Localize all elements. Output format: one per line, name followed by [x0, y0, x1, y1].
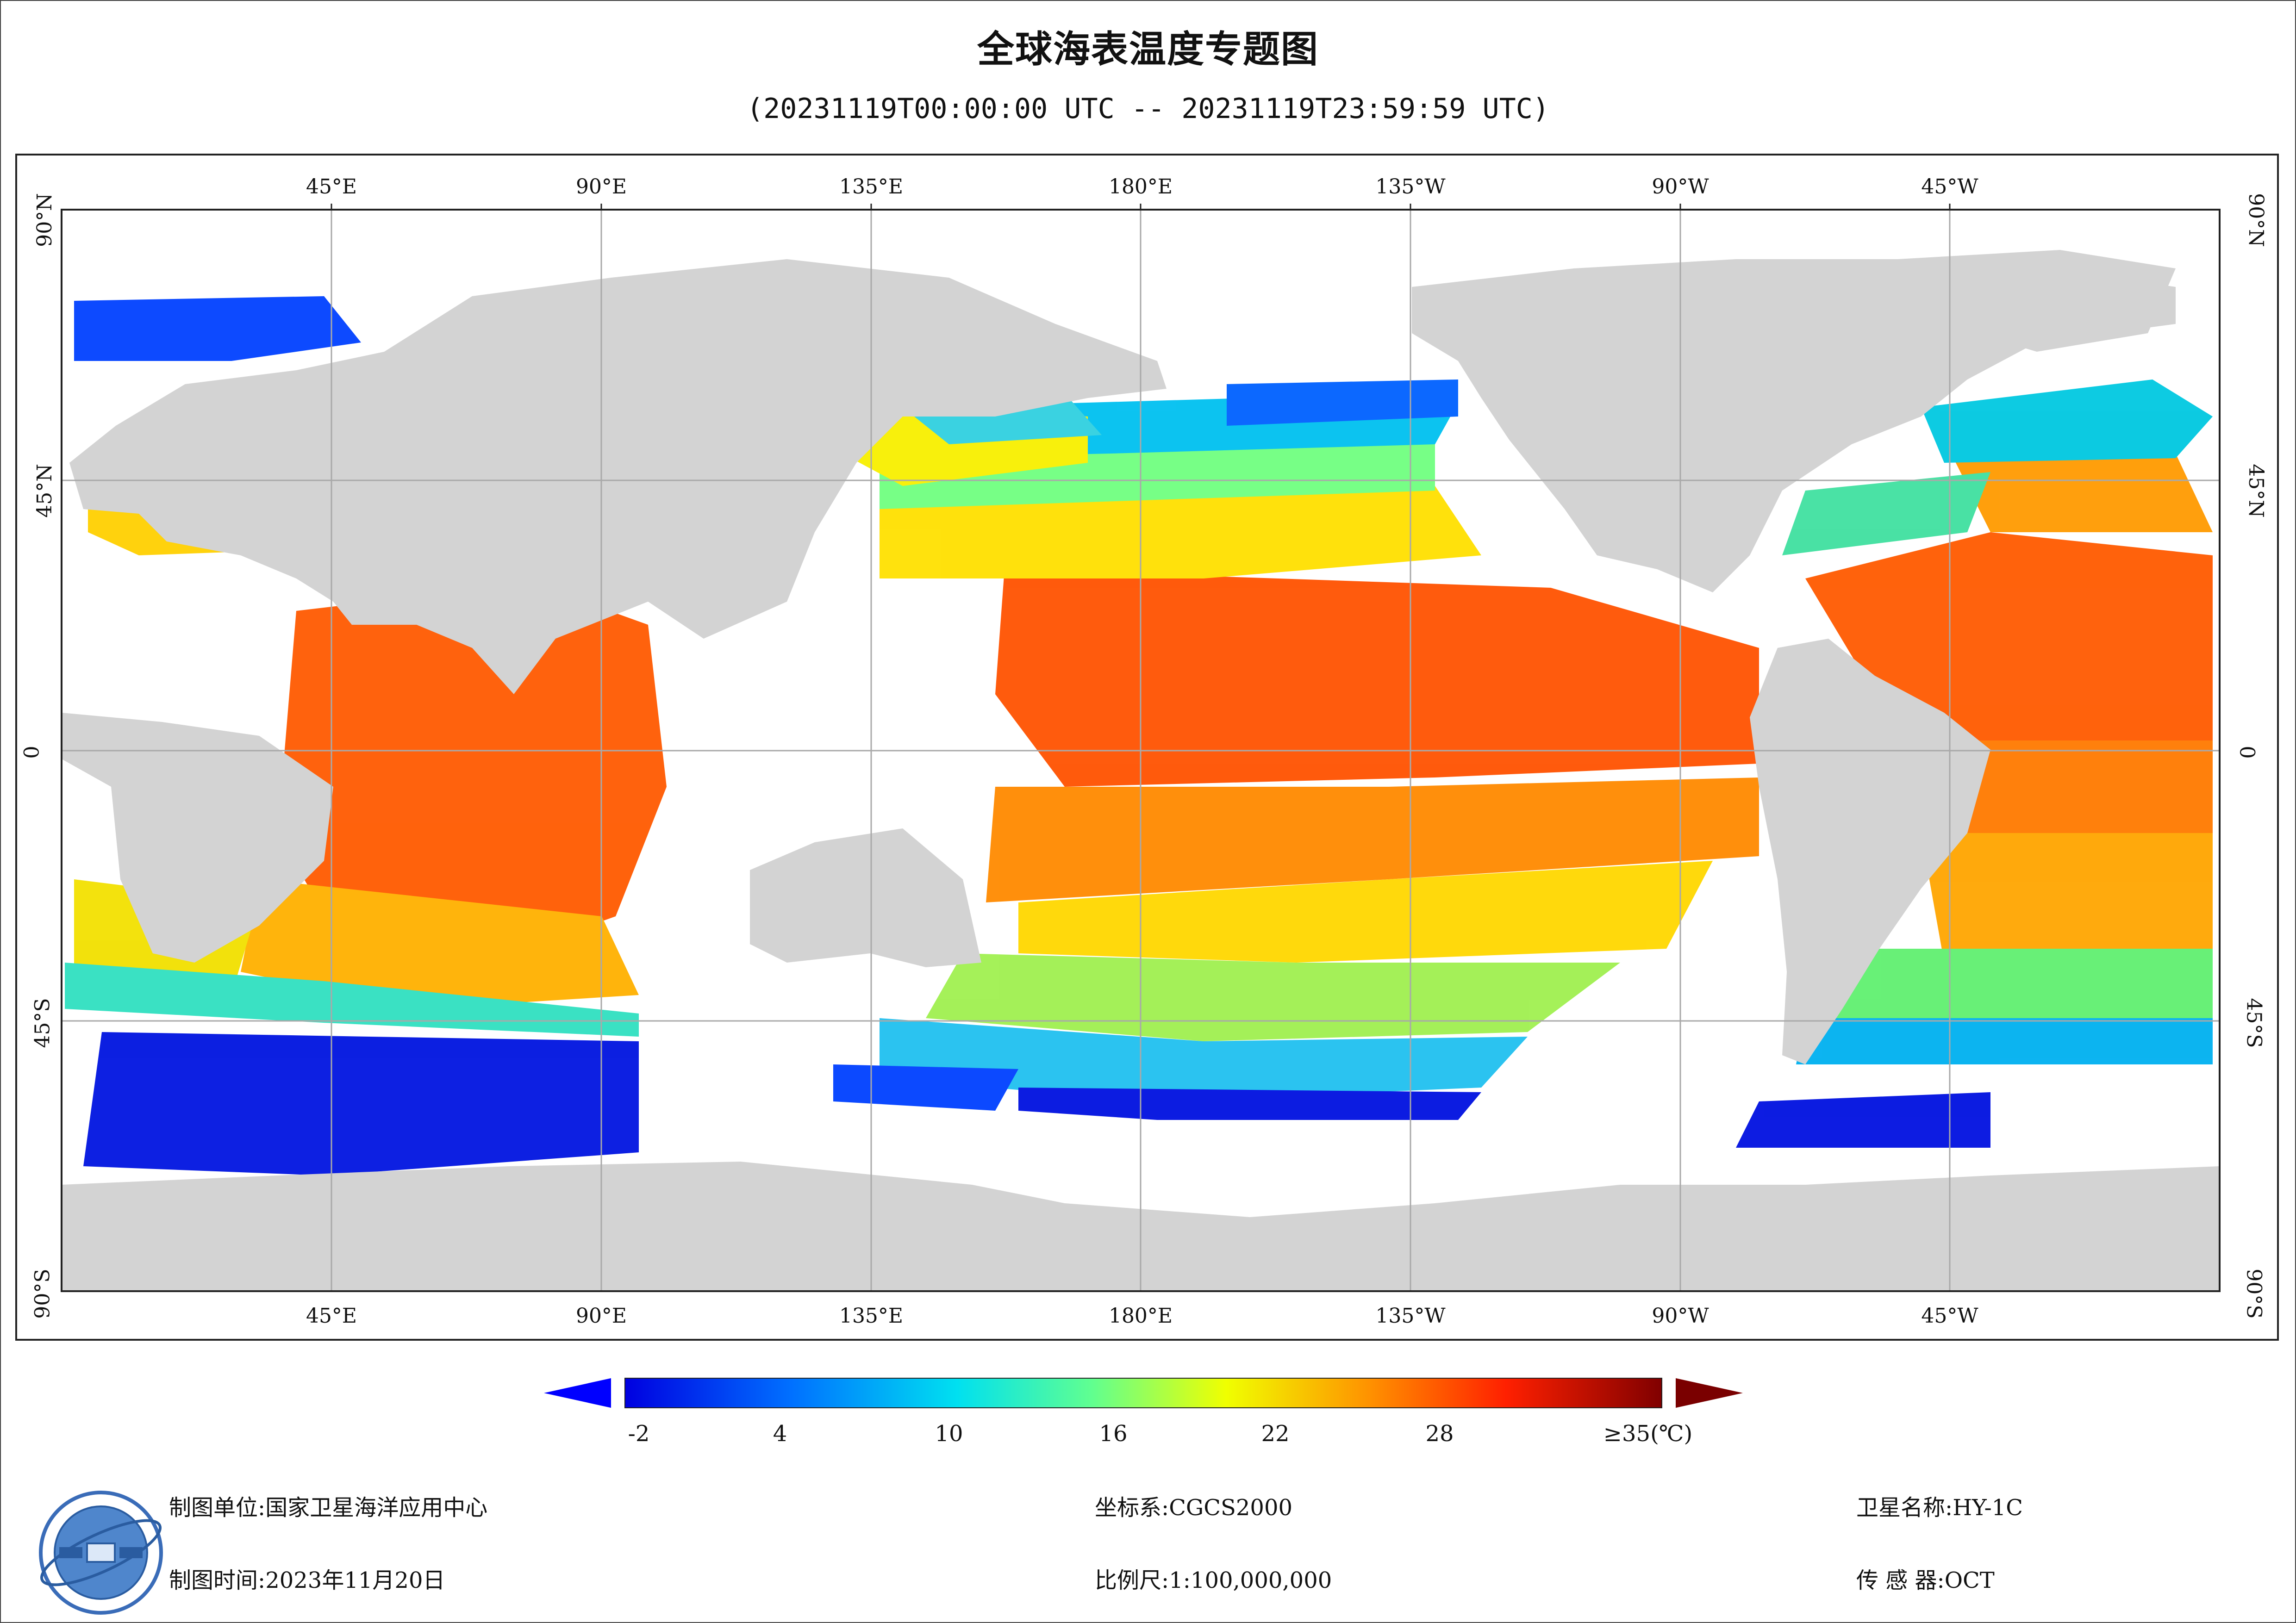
lon-label-top: 45°E [306, 175, 357, 199]
lon-label-bottom: 135°E [839, 1304, 904, 1328]
sensor-label: 传 感 器: [1856, 1567, 1945, 1593]
colorbar-tick-label: ≥35(℃) [1603, 1421, 1693, 1447]
lat-label-right: 0 [2235, 746, 2259, 759]
colorbar-high-arrow [1676, 1378, 1743, 1408]
production-time-info: 制图时间:2023年11月20日 [169, 1562, 445, 1594]
north-america-land [1412, 259, 2176, 592]
lon-label-top: 135°E [839, 175, 904, 199]
eurasia-land [69, 259, 1167, 694]
lon-label-bottom: 45°E [306, 1304, 357, 1328]
satellite-label: 卫星名称: [1856, 1495, 1953, 1521]
lon-label-bottom: 180°E [1108, 1304, 1173, 1328]
lon-label-top: 90°E [575, 175, 627, 199]
greenland-land [1898, 250, 2176, 352]
lon-label-bottom: 45°W [1921, 1304, 1978, 1328]
lon-label-bottom: 135°W [1375, 1304, 1446, 1328]
producer-label: 制图单位: [169, 1495, 266, 1521]
scale-value: 1:100,000,000 [1169, 1567, 1332, 1593]
lon-label-bottom: 90°E [575, 1304, 627, 1328]
satellite-info: 卫星名称:HY-1C [1856, 1489, 2023, 1522]
sensor-value: OCT [1944, 1567, 1995, 1593]
map-title: 全球海表温度专题图 [977, 28, 1319, 71]
crs-value: CGCS2000 [1169, 1495, 1293, 1521]
australia-land [750, 828, 981, 967]
lat-label-right: 90°S [2242, 1269, 2266, 1319]
producer-value: 国家卫星海洋应用中心 [265, 1495, 488, 1521]
producer-info: 制图单位:国家卫星海洋应用中心 [169, 1489, 487, 1522]
lon-label-top: 90°W [1652, 175, 1709, 199]
production-time-value: 2023年11月20日 [265, 1567, 445, 1593]
colorbar-tick-label: 4 [773, 1421, 787, 1447]
lon-label-top: 135°W [1375, 175, 1446, 199]
colorbar-tick-label: 10 [935, 1421, 963, 1447]
lat-label-right: 45°N [2244, 464, 2268, 518]
map-frame [15, 154, 2279, 1341]
lat-label-left: 45°S [31, 998, 55, 1048]
colorbar-tick-label: 16 [1099, 1421, 1128, 1447]
colorbar-tick-label: -2 [628, 1421, 650, 1447]
lon-label-top: 45°W [1921, 175, 1978, 199]
lat-label-left: 0 [20, 746, 44, 759]
lon-label-bottom: 90°W [1652, 1304, 1709, 1328]
south-america-land [1750, 639, 1990, 1064]
lat-label-right: 45°S [2242, 998, 2266, 1048]
lon-label-top: 180°E [1108, 175, 1173, 199]
sensor-info: 传 感 器:OCT [1856, 1562, 1995, 1594]
colorbar-tick-label: 22 [1261, 1421, 1290, 1447]
nsoas-logo [39, 1491, 163, 1615]
graticule [62, 210, 2220, 1291]
time-range-subtitle: (20231119T00:00:00 UTC -- 20231119T23:59… [747, 93, 1549, 125]
lat-label-left: 90°N [32, 193, 56, 247]
scale-info: 比例尺:1:100,000,000 [1095, 1562, 1332, 1594]
colorbar [624, 1378, 1662, 1408]
lat-label-left: 90°S [31, 1269, 55, 1319]
lat-label-left: 45°N [32, 464, 56, 518]
production-time-label: 制图时间: [169, 1567, 266, 1593]
lat-label-right: 90°N [2244, 193, 2268, 247]
graticule-ticks [331, 204, 1951, 210]
colorbar-low-arrow [544, 1378, 611, 1408]
crs-label: 坐标系: [1095, 1495, 1169, 1521]
satellite-value: HY-1C [1953, 1495, 2023, 1521]
colorbar-tick-label: 28 [1425, 1421, 1454, 1447]
scale-label: 比例尺: [1095, 1567, 1169, 1593]
crs-info: 坐标系:CGCS2000 [1095, 1489, 1292, 1522]
africa-land [62, 713, 333, 963]
